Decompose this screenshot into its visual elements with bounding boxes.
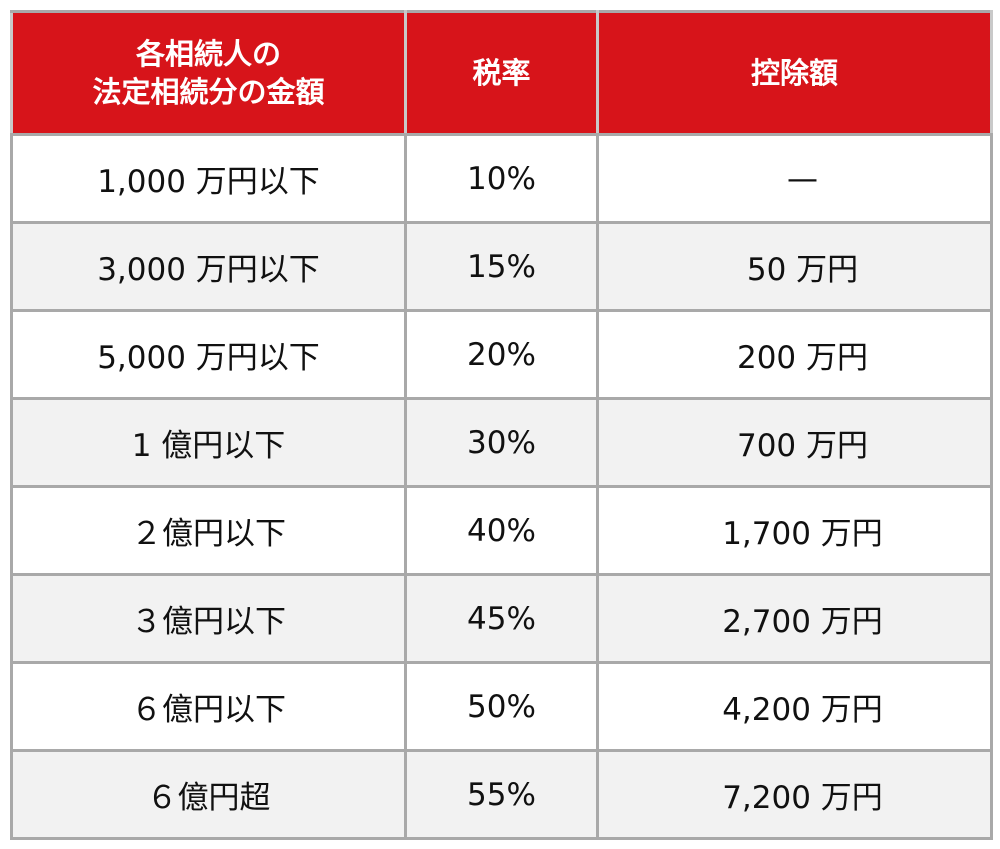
amount-cell: ２億円以下 — [10, 485, 407, 576]
rate-cell: 50% — [404, 661, 599, 752]
amount-cell: ６億円以下 — [10, 661, 407, 752]
deduction-value: 7,200 万円 — [722, 780, 883, 816]
rate-cell: 15% — [404, 221, 599, 312]
rate-cell: 45% — [404, 573, 599, 664]
deduction-cell: — — [596, 133, 993, 224]
rate-cell: 55% — [404, 749, 599, 840]
table-row: ６億円超 55% 7,200 万円 — [10, 749, 993, 840]
deduction-cell: 200 万円 — [596, 309, 993, 400]
deduction-cell: 4,200 万円 — [596, 661, 993, 752]
amount-cell: 1 億円以下 — [10, 397, 407, 488]
deduction-value: 4,200 万円 — [722, 692, 883, 728]
amount-cell: ６億円超 — [10, 749, 407, 840]
header-amount: 各相続人の 法定相続分の金額 — [10, 10, 407, 136]
table-row: 1,000 万円以下 10% — — [10, 133, 993, 224]
deduction-value: 200 万円 — [736, 340, 869, 376]
rate-cell: 40% — [404, 485, 599, 576]
tax-rate-table: 各相続人の 法定相続分の金額 税率 控除額 1,000 万円以下 10% — 3… — [10, 10, 993, 840]
amount-cell: 5,000 万円以下 — [10, 309, 407, 400]
deduction-cell: 1,700 万円 — [596, 485, 993, 576]
deduction-cell: 50 万円 — [596, 221, 993, 312]
deduction-cell: 700 万円 — [596, 397, 993, 488]
table-row: 3,000 万円以下 15% 50 万円 — [10, 221, 993, 312]
rate-cell: 20% — [404, 309, 599, 400]
amount-cell: 1,000 万円以下 — [10, 133, 407, 224]
table-row: ３億円以下 45% 2,700 万円 — [10, 573, 993, 664]
table-row: ６億円以下 50% 4,200 万円 — [10, 661, 993, 752]
header-amount-line-2: 法定相続分の金額 — [92, 75, 325, 109]
deduction-value: 50 万円 — [746, 252, 859, 288]
table-row: 1 億円以下 30% 700 万円 — [10, 397, 993, 488]
deduction-value: 1,700 万円 — [722, 516, 883, 552]
table-header-row: 各相続人の 法定相続分の金額 税率 控除額 — [10, 10, 993, 136]
header-deduction: 控除額 — [596, 10, 993, 136]
deduction-value: 2,700 万円 — [722, 604, 883, 640]
rate-cell: 10% — [404, 133, 599, 224]
deduction-value: 700 万円 — [736, 428, 869, 464]
amount-cell: 3,000 万円以下 — [10, 221, 407, 312]
header-rate-label: 税率 — [472, 56, 531, 90]
deduction-cell: 2,700 万円 — [596, 573, 993, 664]
table-row: ２億円以下 40% 1,700 万円 — [10, 485, 993, 576]
header-amount-line-1: 各相続人の — [135, 37, 281, 71]
deduction-cell: 7,200 万円 — [596, 749, 993, 840]
header-rate: 税率 — [404, 10, 599, 136]
header-deduction-label: 控除額 — [750, 56, 838, 90]
amount-cell: ３億円以下 — [10, 573, 407, 664]
table-row: 5,000 万円以下 20% 200 万円 — [10, 309, 993, 400]
deduction-value: — — [787, 160, 818, 197]
rate-cell: 30% — [404, 397, 599, 488]
